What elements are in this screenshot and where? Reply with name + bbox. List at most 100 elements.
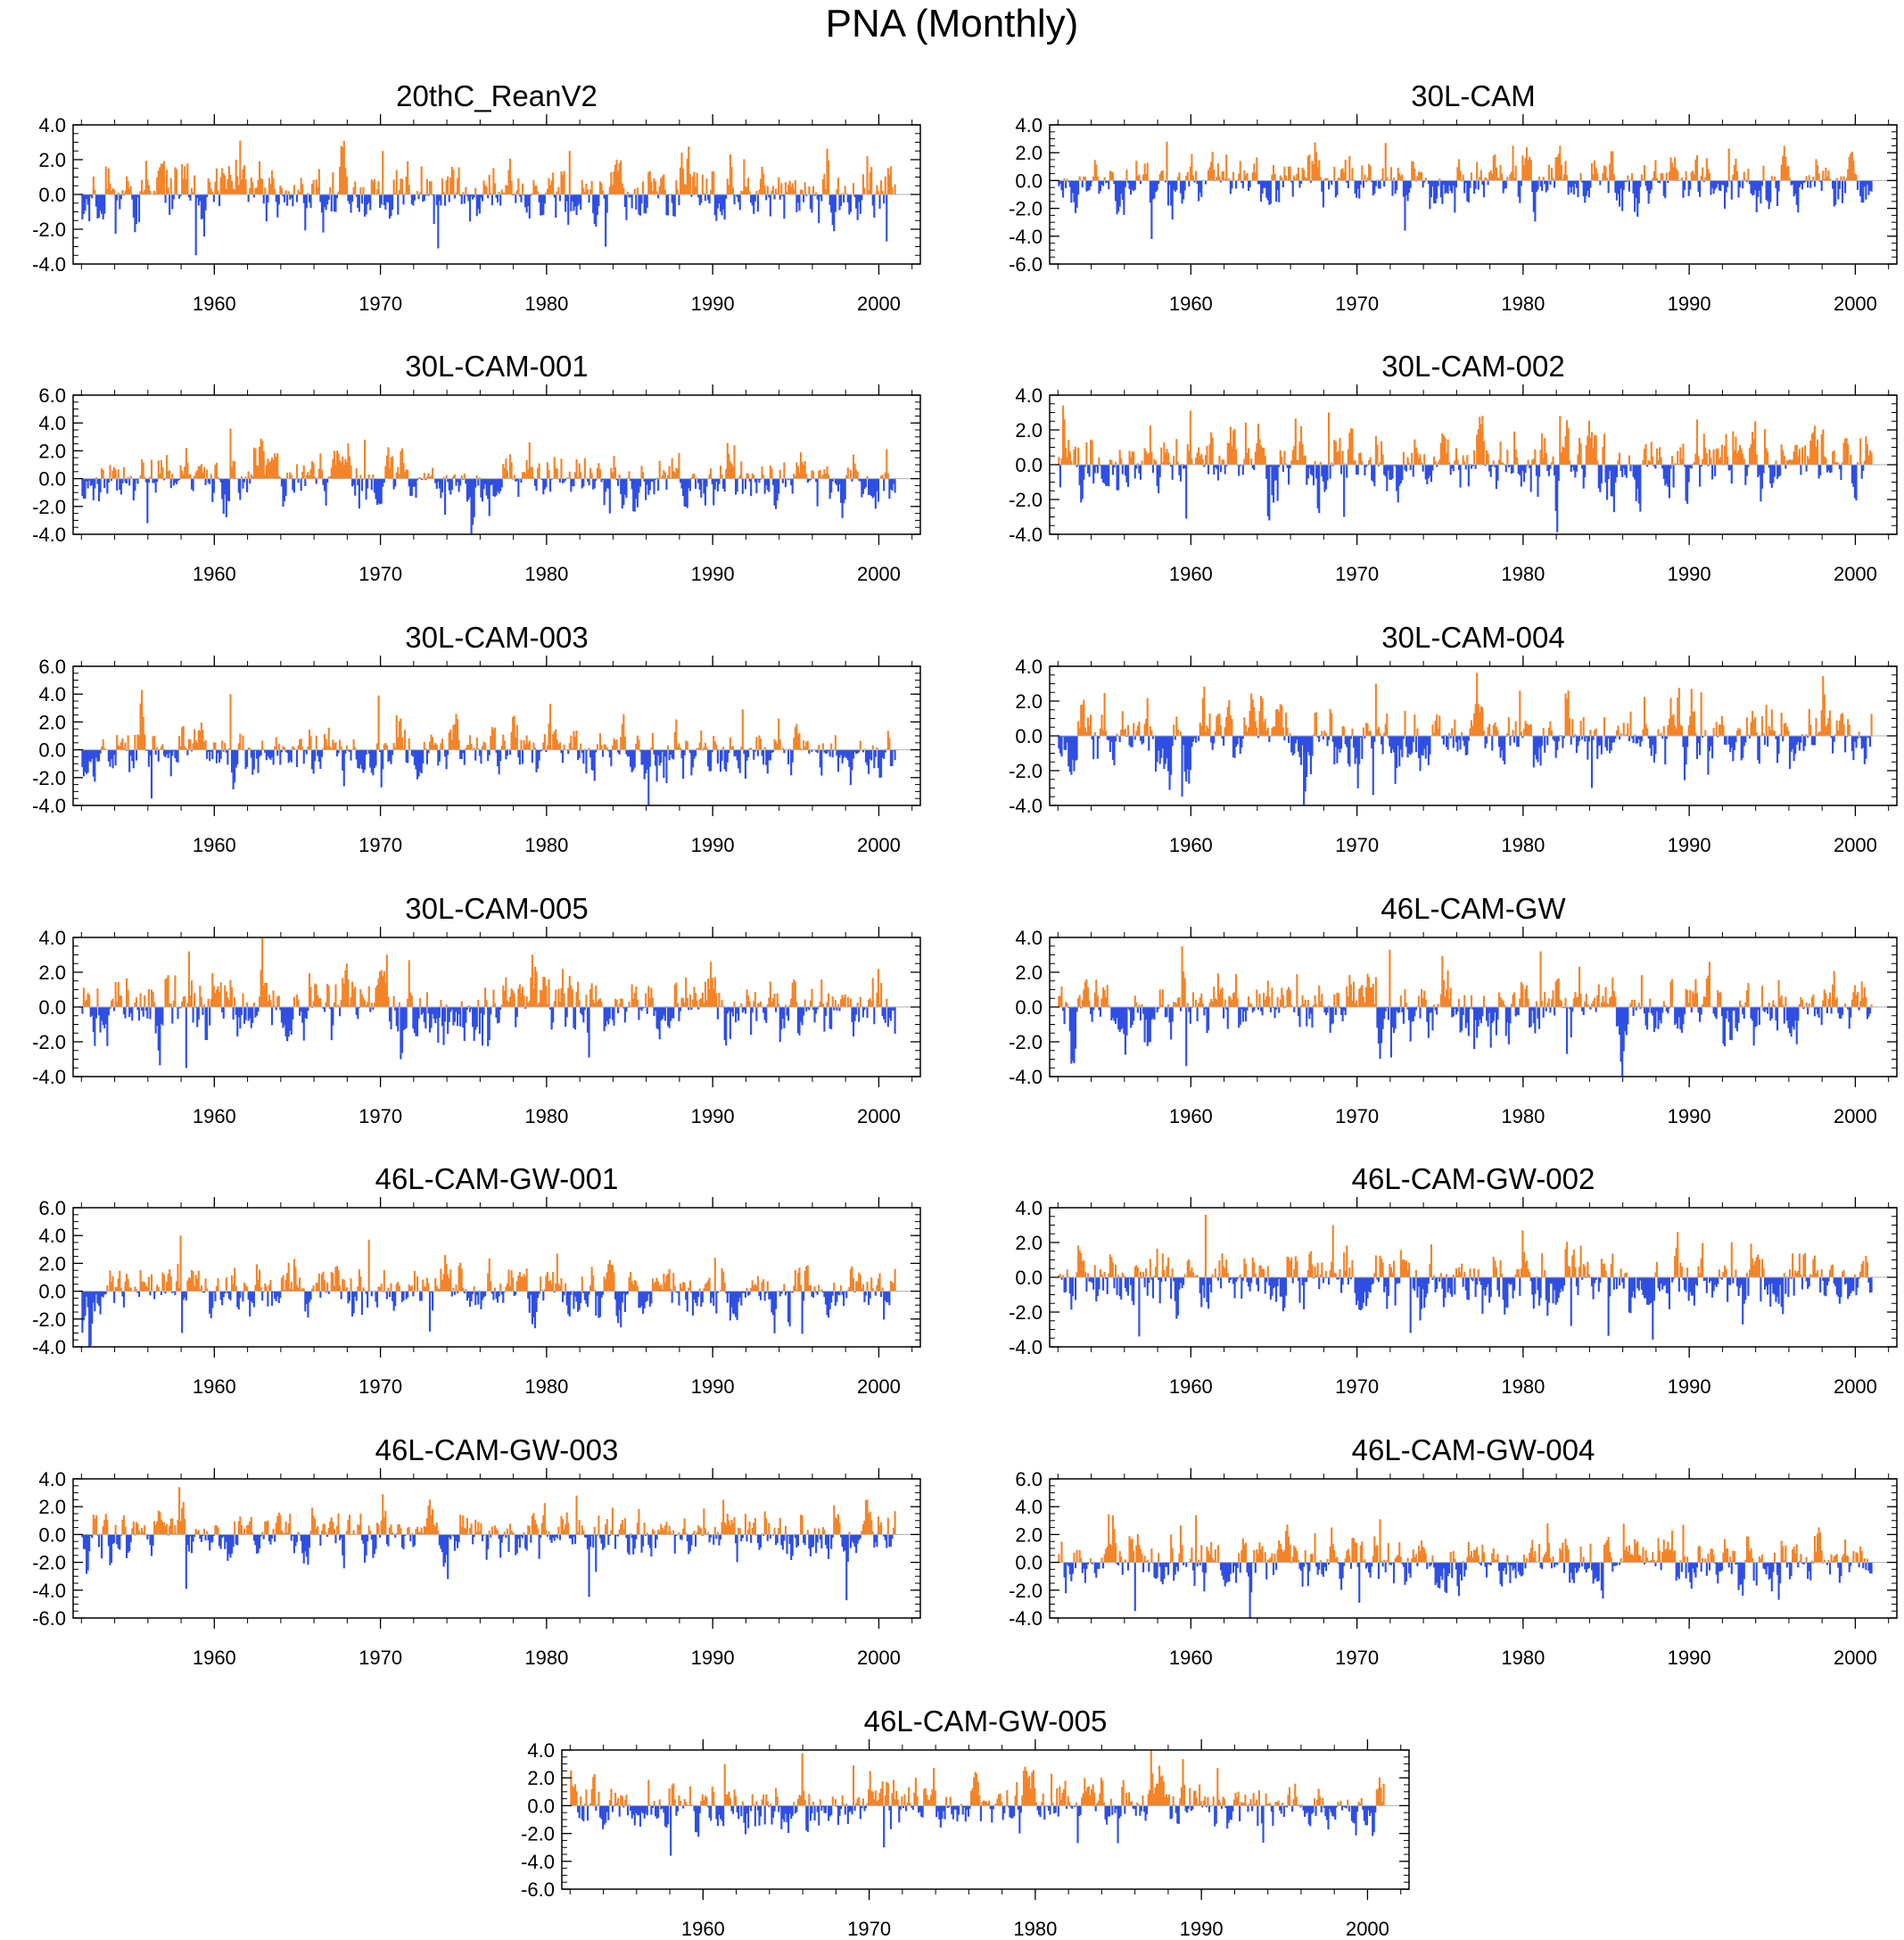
bar: [166, 455, 169, 479]
bar: [868, 1000, 870, 1007]
bar: [482, 741, 485, 750]
bar: [1614, 465, 1617, 483]
bar: [870, 1001, 873, 1007]
bar: [610, 1007, 613, 1009]
bar: [1264, 456, 1266, 465]
bar: [733, 1001, 736, 1007]
bar: [340, 145, 342, 194]
bar: [1488, 172, 1491, 181]
bar: [1509, 465, 1512, 466]
bar: [839, 478, 843, 503]
bar: [756, 749, 759, 756]
bar: [507, 1002, 510, 1007]
y-tick-label: 4.0: [38, 927, 66, 949]
bar: [1491, 736, 1494, 751]
bar: [771, 468, 773, 479]
bar: [405, 176, 408, 194]
bar: [284, 190, 287, 194]
bar: [746, 749, 748, 761]
bar: [778, 478, 780, 494]
bar: [1110, 171, 1113, 181]
bar: [89, 749, 92, 763]
bar: [323, 1007, 326, 1012]
bar: [524, 1007, 527, 1009]
bar: [1567, 180, 1570, 195]
bar: [1331, 736, 1334, 742]
bar: [635, 987, 638, 1007]
bar: [688, 174, 691, 194]
bar: [282, 194, 284, 197]
bar: [81, 749, 84, 768]
bar: [227, 478, 229, 501]
bar: [1802, 736, 1805, 752]
bar: [1697, 736, 1700, 744]
y-tick-label: 4.0: [38, 683, 66, 706]
bar: [585, 749, 588, 774]
bar: [1837, 463, 1840, 465]
bar: [1566, 698, 1569, 736]
bar: [537, 191, 540, 194]
bar: [268, 462, 271, 479]
bar: [1221, 736, 1224, 739]
bar: [477, 478, 480, 486]
bar: [1797, 180, 1800, 213]
bar: [279, 185, 282, 194]
bar: [620, 478, 622, 494]
bar: [794, 179, 796, 194]
bar: [1218, 714, 1221, 736]
y-tick-label: -4.0: [1009, 524, 1043, 546]
bar: [1251, 465, 1254, 469]
bar: [1660, 732, 1662, 736]
bar: [1582, 465, 1585, 489]
bar: [1123, 730, 1125, 736]
bar: [209, 478, 211, 484]
bar: [540, 194, 542, 216]
bar: [781, 478, 784, 483]
bar: [1677, 698, 1679, 736]
bar: [380, 478, 383, 504]
bar: [1733, 736, 1735, 750]
bar: [833, 1007, 836, 1011]
bar: [647, 749, 650, 805]
bar: [1604, 465, 1607, 483]
bar: [837, 1003, 840, 1007]
bar: [778, 1003, 780, 1007]
bar: [582, 1007, 585, 1023]
bar: [1550, 730, 1554, 736]
bar: [851, 478, 853, 482]
bar: [1581, 736, 1584, 740]
bar: [400, 1007, 404, 1053]
bar: [1158, 180, 1160, 185]
bar: [696, 172, 698, 194]
bar: [450, 478, 453, 491]
bar: [144, 161, 147, 194]
bar: [1216, 714, 1219, 736]
bar: [1669, 157, 1672, 181]
bar: [392, 749, 394, 755]
bar: [1557, 153, 1560, 181]
bar: [1331, 714, 1333, 736]
bar: [1552, 456, 1554, 465]
bar: [375, 987, 377, 1007]
bar: [97, 749, 101, 762]
bar: [1166, 180, 1170, 206]
bar: [713, 171, 715, 194]
bar: [625, 1007, 628, 1012]
bar: [82, 749, 86, 777]
bar: [450, 167, 453, 194]
bar: [392, 194, 394, 211]
bar: [704, 742, 706, 750]
bar: [1271, 728, 1273, 736]
bar: [1333, 167, 1336, 181]
bar: [546, 745, 549, 750]
bar: [531, 466, 533, 479]
bar: [1830, 465, 1833, 473]
bar: [161, 163, 164, 194]
bar: [1710, 736, 1712, 747]
bar: [498, 191, 500, 194]
bar: [1636, 180, 1639, 217]
bar: [1502, 463, 1504, 465]
bar: [1401, 465, 1404, 481]
bar: [1063, 419, 1066, 465]
bar: [432, 1007, 434, 1014]
